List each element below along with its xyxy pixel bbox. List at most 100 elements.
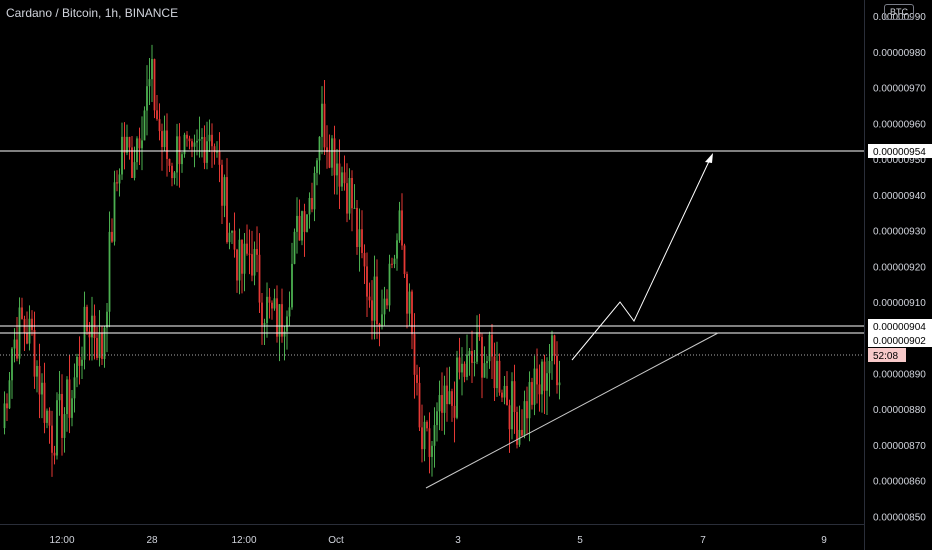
candle-down xyxy=(401,210,403,246)
countdown-label: 52:08 xyxy=(873,351,898,362)
candle-up xyxy=(321,103,323,137)
candlestick-series xyxy=(3,44,561,477)
candle-down xyxy=(451,391,453,406)
candle-down xyxy=(543,361,546,391)
projection-path[interactable] xyxy=(571,156,712,361)
candle-down xyxy=(213,146,216,153)
time-axis-tick: 9 xyxy=(821,535,827,546)
candle-up xyxy=(443,385,446,413)
candle-down xyxy=(178,136,181,165)
candle-down xyxy=(508,405,511,430)
candle-down xyxy=(553,335,556,356)
candle-up xyxy=(46,410,48,423)
candle-up xyxy=(358,229,361,247)
candle-down xyxy=(218,151,221,165)
candle-down xyxy=(446,385,448,405)
candle-down xyxy=(556,355,558,386)
candle-up xyxy=(288,307,291,317)
price-axis-tick: 0.00000890 xyxy=(873,369,926,380)
candle-down xyxy=(493,356,496,389)
candle-up xyxy=(163,130,166,148)
candle-down xyxy=(138,138,141,149)
candle-down xyxy=(478,332,481,337)
price-axis: 0.00000990 0.00000980 0.00000970 0.00000960… xyxy=(873,12,926,523)
candle-up xyxy=(173,172,176,179)
candle-down xyxy=(323,103,326,148)
candle-down xyxy=(391,263,393,265)
candle-up xyxy=(71,398,73,418)
candle-down xyxy=(53,452,56,456)
candle-down xyxy=(501,392,503,398)
candle-down xyxy=(298,215,301,241)
candle-up xyxy=(196,140,198,143)
price-axis-tick: 0.00000920 xyxy=(873,262,926,273)
candle-up xyxy=(523,401,526,436)
candle-up xyxy=(503,385,506,398)
candle-up xyxy=(286,316,288,332)
currency-button[interactable]: BTC xyxy=(884,4,914,20)
candle-down xyxy=(61,393,63,438)
price-tag-2-label: 0.00000902 xyxy=(873,336,926,347)
candle-up xyxy=(216,151,218,153)
candle-down xyxy=(361,229,363,254)
candle-up xyxy=(541,361,543,395)
candle-up xyxy=(313,172,316,210)
chart-title: Cardano / Bitcoin, 1h, BINANCE xyxy=(6,6,179,20)
price-axis-tick: 0.00000950 xyxy=(873,155,926,166)
candle-down xyxy=(246,243,248,254)
candle-down xyxy=(526,401,528,419)
candle-down xyxy=(338,163,341,187)
candle-up xyxy=(238,239,241,281)
candle-down xyxy=(101,332,103,359)
candle-up xyxy=(476,332,478,362)
candle-down xyxy=(536,368,538,385)
time-axis-tick: 3 xyxy=(455,535,461,546)
price-tag-2: 0.00000902 xyxy=(868,333,932,347)
candle-down xyxy=(236,249,238,281)
candle-down xyxy=(68,379,71,418)
candle-up xyxy=(383,298,386,315)
candle-down xyxy=(471,350,473,363)
candle-down xyxy=(498,360,501,393)
candle-down xyxy=(363,253,366,267)
candle-down xyxy=(346,183,348,214)
candle-down xyxy=(386,298,388,306)
candle-down xyxy=(86,306,88,332)
candle-up xyxy=(398,210,401,241)
candle-up xyxy=(143,110,146,141)
candle-up xyxy=(438,395,441,412)
candle-up xyxy=(278,304,281,337)
support-trendline[interactable] xyxy=(425,332,719,489)
time-axis-tick: 12:00 xyxy=(49,535,74,546)
price-tag-1: 0.00000904 xyxy=(868,319,932,333)
candle-down xyxy=(226,177,228,243)
candle-up xyxy=(66,379,68,415)
candle-down xyxy=(406,273,408,314)
candle-down xyxy=(131,147,133,178)
candle-up xyxy=(228,232,231,243)
candle-up xyxy=(331,138,333,168)
candle-down xyxy=(311,198,313,210)
candle-up xyxy=(528,382,531,419)
candle-up xyxy=(388,263,391,306)
candle-up xyxy=(318,136,321,161)
candle-down xyxy=(233,230,236,250)
candle-down xyxy=(411,291,413,335)
candle-down xyxy=(21,307,23,319)
candle-down xyxy=(463,363,466,377)
candle-up xyxy=(373,276,376,321)
candle-up xyxy=(433,425,436,446)
candle-up xyxy=(108,231,111,312)
candle-down xyxy=(268,296,271,303)
candle-down xyxy=(426,421,428,429)
candle-up xyxy=(266,296,268,323)
candle-down xyxy=(128,136,131,148)
candle-down xyxy=(281,304,283,337)
candle-up xyxy=(148,79,151,87)
candle-down xyxy=(6,403,8,409)
candle-down xyxy=(376,276,378,324)
candle-up xyxy=(243,243,246,274)
candle-up xyxy=(393,258,396,264)
candle-down xyxy=(256,249,258,255)
